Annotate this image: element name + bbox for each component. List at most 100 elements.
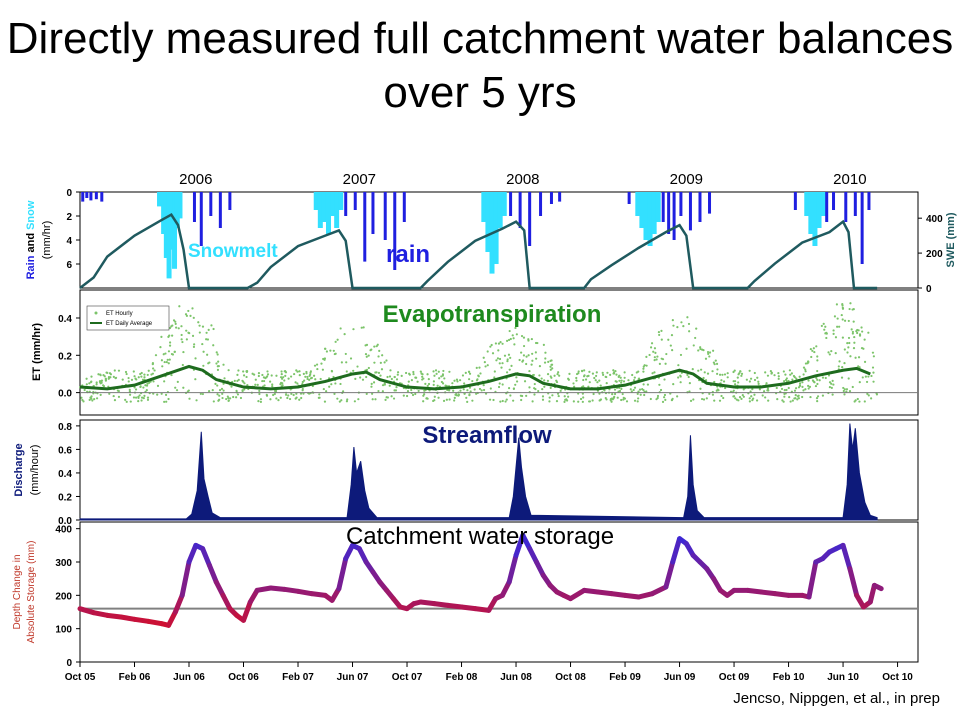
- et-legend-box: [86, 305, 170, 331]
- et-panel: 0.0 0.2 0.4 ET (mm/hr) ET Hourly ET Daily Ave…: [31, 301, 918, 403]
- et-hourly-point: [448, 370, 451, 373]
- et-hourly-point: [534, 388, 537, 391]
- et-hourly-point: [814, 384, 818, 388]
- et-hourly-point: [776, 398, 779, 401]
- et-hourly-point: [582, 378, 585, 382]
- et-hourly-point: [807, 379, 810, 382]
- et-hourly-point: [357, 398, 360, 401]
- et-hourly-point: [99, 373, 102, 376]
- et-hourly-point: [482, 388, 486, 392]
- year-label-2010: 2010: [833, 171, 866, 188]
- et-hourly-point: [514, 383, 517, 386]
- et-hourly-point: [188, 397, 191, 400]
- et-hourly-point: [551, 367, 554, 370]
- year-label-2006: 2006: [179, 171, 212, 188]
- snow-bar: [172, 192, 178, 269]
- et-hourly-point: [622, 380, 626, 383]
- et-hourly-point: [304, 375, 307, 378]
- snow-bar: [651, 192, 657, 234]
- et-hourly-point: [777, 375, 780, 378]
- et-hourly-point: [639, 393, 642, 396]
- et-hourly-point: [770, 372, 773, 375]
- et-hourly-point: [156, 393, 159, 396]
- et-hourly-point: [480, 389, 483, 392]
- et-hourly-point: [606, 371, 609, 374]
- et-hourly-point: [712, 349, 715, 352]
- precip-ylabel-part: Rain: [25, 255, 37, 279]
- et-hourly-point: [124, 398, 127, 401]
- et-hourly-point: [802, 366, 806, 369]
- et-hourly-point: [807, 387, 810, 390]
- storage-ytick-label: 100: [55, 625, 72, 636]
- et-hourly-point: [137, 400, 140, 403]
- et-hourly-point: [493, 370, 496, 373]
- et-hourly-point: [836, 325, 839, 328]
- et-hourly-point: [121, 378, 124, 381]
- et-hourly-point: [216, 353, 219, 356]
- et-hourly-point: [475, 392, 478, 395]
- storage-ylabel-unit: Absolute Storage (mm): [26, 541, 37, 644]
- discharge-ytick-label: 0.8: [58, 422, 72, 433]
- et-hourly-point: [139, 385, 142, 389]
- et-hourly-point: [724, 386, 727, 390]
- et-hourly-point: [468, 393, 471, 397]
- et-hourly-point: [133, 386, 136, 389]
- et-hourly-point: [713, 380, 716, 384]
- et-hourly-point: [716, 368, 719, 371]
- snow-bar: [163, 192, 169, 258]
- et-hourly-point: [456, 380, 459, 383]
- et-hourly-point: [541, 398, 545, 401]
- et-hourly-point: [637, 397, 640, 400]
- snow-bar: [334, 192, 340, 228]
- et-hourly-point: [254, 383, 257, 386]
- rain-bar: [344, 192, 348, 216]
- et-hourly-point: [528, 386, 531, 389]
- et-hourly-point: [333, 392, 336, 395]
- et-hourly-point: [751, 388, 754, 391]
- et-hourly-point: [523, 380, 527, 383]
- et-hourly-point: [143, 394, 146, 398]
- et-hourly-point: [137, 376, 140, 379]
- discharge-area: [79, 423, 878, 521]
- et-hourly-point: [156, 384, 160, 387]
- et-hourly-point: [830, 386, 833, 389]
- snow-bar: [647, 192, 653, 246]
- et-hourly-point: [489, 345, 492, 348]
- snow-bar: [325, 192, 331, 234]
- et-hourly-point: [377, 389, 380, 393]
- et-hourly-point: [116, 389, 119, 392]
- snow-bar: [485, 192, 491, 252]
- et-hourly-point: [620, 379, 623, 382]
- et-hourly-point: [866, 392, 869, 395]
- et-hourly-point: [809, 347, 812, 351]
- storage-segment: [847, 566, 860, 598]
- et-hourly-point: [453, 379, 456, 382]
- et-hourly-point: [789, 373, 792, 376]
- et-hourly-point: [853, 341, 856, 344]
- et-hourly-point: [676, 395, 679, 398]
- et-hourly-point: [780, 387, 784, 391]
- et-hourly-point: [500, 366, 503, 369]
- et-hourly-point: [426, 384, 429, 387]
- et-hourly-point: [105, 371, 108, 374]
- et-hourly-point: [615, 373, 618, 376]
- et-hourly-point: [482, 384, 485, 387]
- et-hourly-point: [832, 329, 835, 332]
- et-hourly-point: [161, 365, 164, 368]
- et-hourly-point: [309, 373, 312, 376]
- et-hourly-point: [154, 354, 158, 357]
- rain-bar: [549, 192, 553, 204]
- et-hourly-point: [846, 342, 849, 345]
- rain-bar: [539, 192, 543, 216]
- et-hourly-point: [384, 398, 387, 401]
- et-hourly-point: [700, 397, 704, 401]
- et-hourly-point: [856, 328, 859, 332]
- snow-bar: [497, 192, 503, 228]
- snow-bar: [169, 192, 175, 250]
- et-hourly-point: [128, 393, 132, 396]
- et-hourly-point: [548, 400, 551, 403]
- et-hourly-point: [541, 395, 545, 398]
- et-hourly-point: [663, 393, 667, 397]
- et-hourly-point: [258, 389, 261, 393]
- rain-bar: [218, 192, 222, 228]
